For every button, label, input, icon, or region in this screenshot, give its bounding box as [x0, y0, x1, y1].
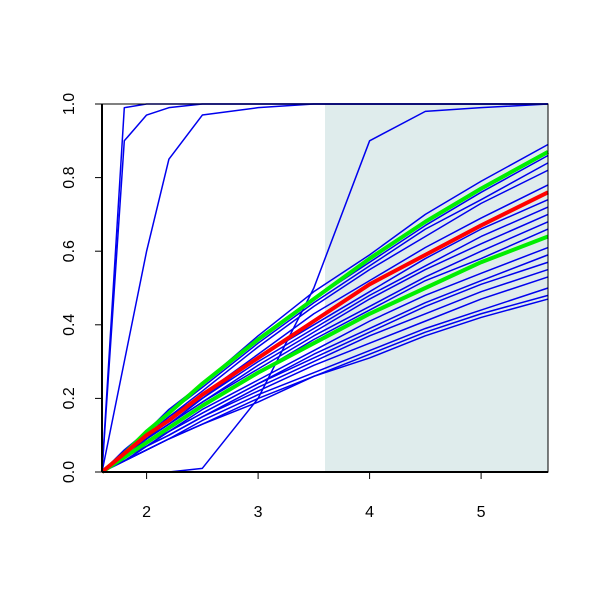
line [101, 221, 549, 473]
y-tick-label: 0.6 [61, 240, 78, 262]
x-tick-label: 4 [365, 504, 374, 521]
line [101, 276, 549, 473]
x-tick-label: 2 [142, 504, 151, 521]
line [100, 190, 549, 474]
y-tick-label: 1.0 [61, 93, 78, 115]
x-tick-label: 5 [477, 504, 486, 521]
y-tick-label: 0.4 [61, 314, 78, 336]
line [101, 298, 549, 473]
line [100, 234, 549, 474]
line [101, 261, 549, 473]
y-tick-label: 0.2 [61, 387, 78, 409]
y-tick-label: 0.8 [61, 166, 78, 188]
x-tick-label: 3 [254, 504, 263, 521]
y-tick-label: 0.0 [61, 461, 78, 483]
